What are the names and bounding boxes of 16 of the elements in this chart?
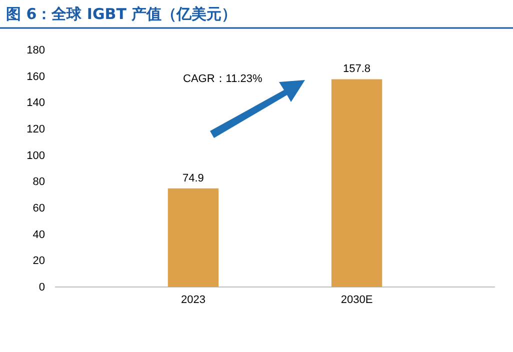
annotation: CAGR：11.23% [183,73,262,85]
y-tick-label: 160 [26,70,45,83]
chart-title: 图 6：全球 IGBT 产值（亿美元） [6,5,237,23]
data-label: 74.9 [182,172,204,184]
x-tick-label: 2030E [340,294,373,306]
y-tick-label: 40 [32,228,45,241]
y-tick-label: 20 [32,255,45,268]
y-tick-label: 100 [26,150,45,162]
y-tick-label: 60 [32,202,45,215]
y-tick-label: 120 [26,124,45,136]
y-tick-label: 180 [26,44,45,57]
data-label: 157.8 [343,63,371,76]
y-tick-label: 140 [26,97,45,110]
x-tick-label: 2023 [180,294,206,306]
y-tick-label: 0 [38,282,45,294]
y-tick-label: 80 [32,176,45,188]
